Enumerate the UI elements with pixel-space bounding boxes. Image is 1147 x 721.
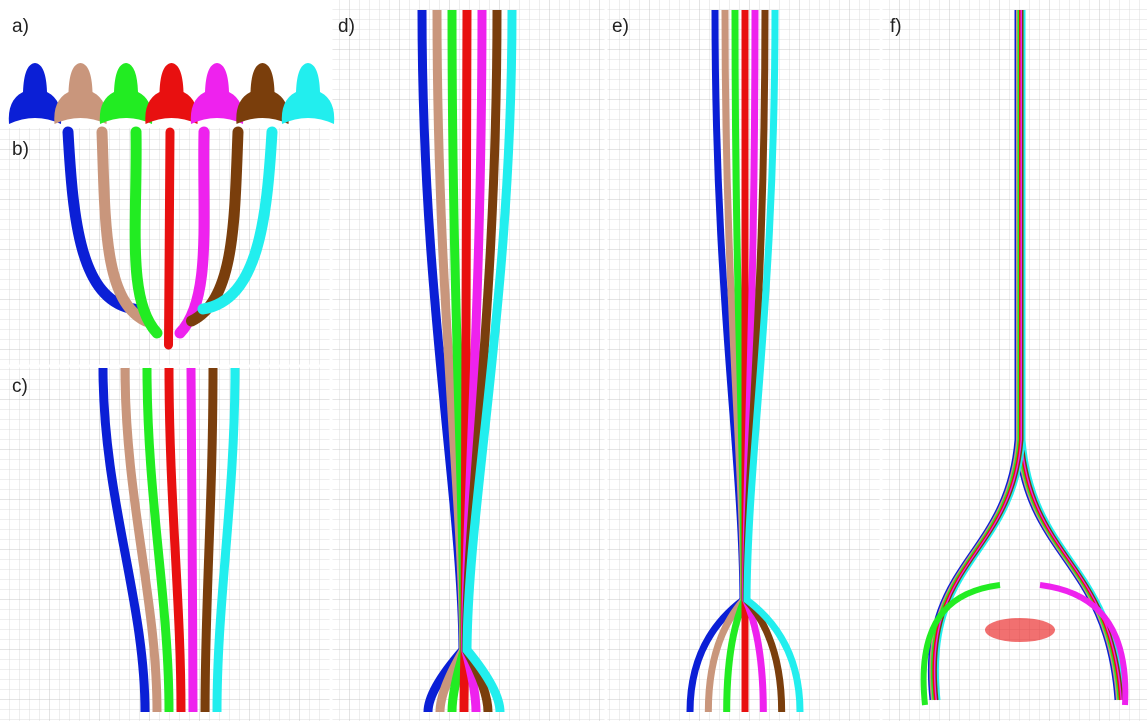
panel-label: c) [12, 376, 28, 397]
figure: a) b) c) d) e) f) [0, 0, 1147, 721]
panel-label: b) [12, 139, 29, 160]
tendril [169, 132, 171, 345]
stripe [191, 368, 193, 712]
panel-label: e) [612, 16, 629, 37]
panel-label: f) [890, 16, 902, 37]
panel-label: a) [12, 16, 29, 37]
panel-label: d) [338, 16, 355, 37]
blob [985, 618, 1055, 642]
